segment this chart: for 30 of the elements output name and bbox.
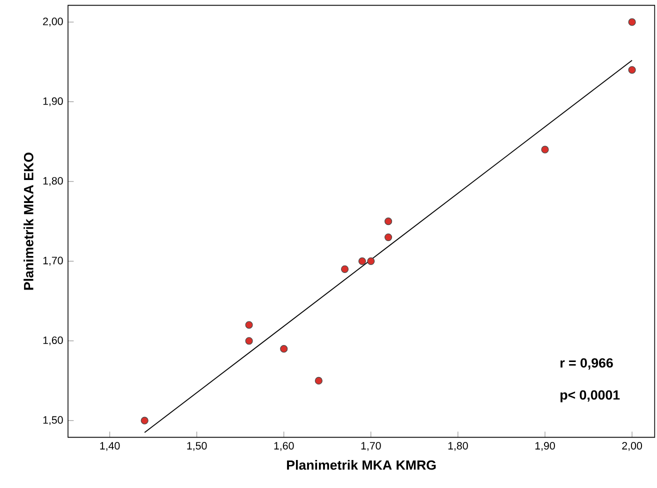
point (384, 233, 392, 242)
point (245, 337, 253, 345)
point (340, 265, 349, 273)
point (280, 345, 288, 353)
y-axis-title: Planimetrik MKA EKO (24, 152, 34, 290)
x-tick-label: 1,40 (100, 442, 120, 451)
point (140, 416, 148, 424)
y-tick-label: 2,00 (43, 18, 63, 26)
x-tick-label: 1,60 (274, 442, 294, 451)
point (628, 66, 636, 74)
x-tick-label: 1,90 (535, 442, 555, 451)
point (358, 257, 366, 265)
y-tick-label: 1,50 (43, 416, 63, 425)
point (541, 146, 549, 154)
y-tick-label: 1,90 (43, 97, 63, 106)
y-tick-label: 1,70 (43, 256, 63, 266)
point (245, 321, 253, 329)
y-tick-label: 1,80 (43, 177, 63, 186)
point (367, 257, 375, 265)
x-tick-label: 1,80 (448, 442, 468, 451)
x-tick-label: 1,50 (187, 442, 207, 451)
y-tick-label: 1,60 (43, 336, 63, 346)
point (384, 218, 392, 226)
annotation: p< 0,0001 (560, 390, 620, 402)
point (314, 376, 322, 385)
x-tick-label: 1,70 (361, 442, 381, 451)
x-axis-title: Planimetrik MKA KMRG (287, 460, 436, 470)
point (628, 18, 636, 26)
annotation: r = 0,966 (560, 358, 613, 370)
x-tick-label: 2,00 (622, 442, 642, 451)
